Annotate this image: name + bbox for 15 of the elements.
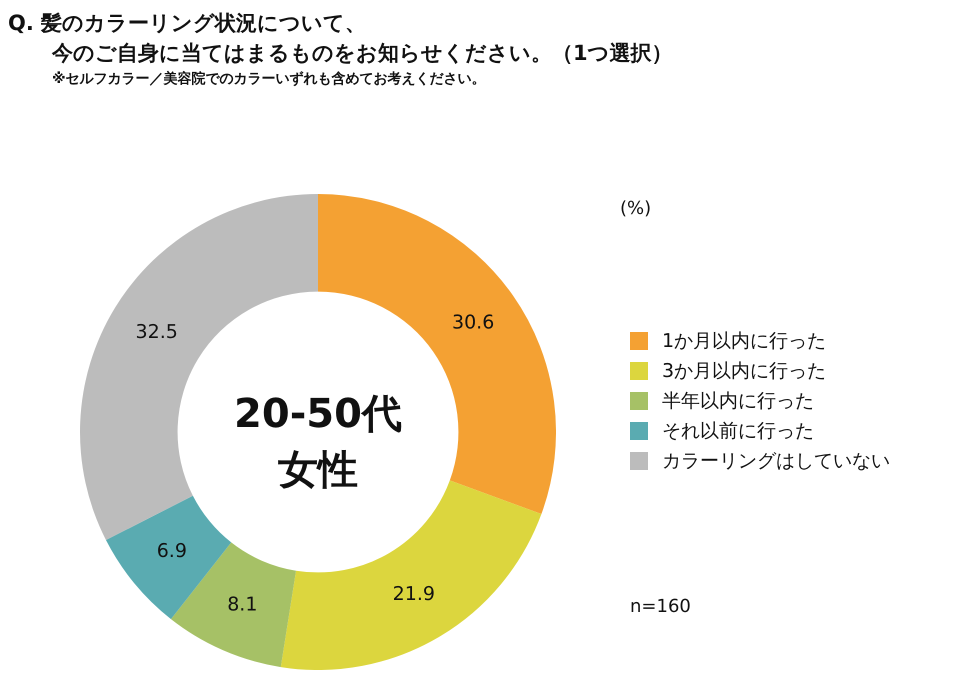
- legend-label: カラーリングはしていない: [662, 449, 890, 474]
- text: n=160: [630, 596, 691, 617]
- data-label: 21.9: [392, 583, 435, 606]
- chart-title: Q. 髪のカラーリング状況について、今のご自身に当てはまるものをお知らせください。（1つ選択）: [8, 10, 674, 67]
- legend-label: 1か月以内に行った: [662, 329, 826, 354]
- chart-subtitle: ※セルフカラー／美容院でのカラーいずれも含めてお考えください。: [52, 70, 486, 88]
- legend-label: それ以前に行った: [662, 419, 814, 444]
- data-label: 32.5: [136, 321, 178, 344]
- legend-label: 半年以内に行った: [662, 389, 814, 414]
- data-label: 8.1: [227, 593, 258, 616]
- data-label: 30.6: [452, 312, 494, 334]
- text: (%): [620, 198, 652, 219]
- legend-label: 3か月以内に行った: [662, 359, 826, 384]
- text: 20-50代女性: [233, 390, 403, 495]
- data-label: 6.9: [156, 540, 187, 562]
